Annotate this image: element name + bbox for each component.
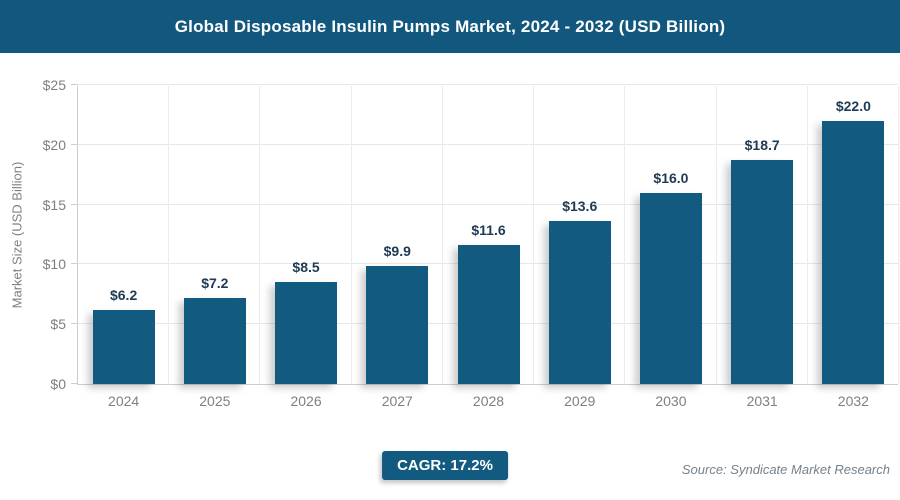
x-tick-label: 2028 [472,393,505,409]
bar [275,282,338,384]
bar-value-label: $11.6 [471,222,506,239]
x-tick-label: 2027 [381,393,413,409]
bar [183,297,246,384]
y-tick-label: $10 [42,256,66,273]
x-tick-label: 2032 [837,393,869,409]
h-gridline [78,203,898,205]
y-tick-mark [71,263,78,265]
x-tick-label: 2026 [290,393,322,409]
source-text: Source: Syndicate Market Research [681,462,890,477]
y-tick-label: $25 [42,77,66,93]
y-tick-label: $20 [42,136,66,153]
bar [366,265,429,384]
chart-title-bar: Global Disposable Insulin Pumps Market, … [0,0,900,53]
bar [822,120,885,384]
bar [92,309,155,384]
page-title: Global Disposable Insulin Pumps Market, … [174,16,726,36]
v-gridline [259,86,261,384]
y-tick-label: $5 [50,316,66,333]
h-gridline [78,143,898,145]
v-gridline [533,86,535,384]
v-gridline [624,86,626,384]
h-gridline [78,84,898,85]
y-axis-title: Market Size (USD Billion) [9,161,25,309]
v-gridline [350,86,352,384]
bar-value-label: $22.0 [835,97,871,114]
x-tick-label: 2029 [564,393,596,409]
v-gridline [715,86,717,384]
bar-value-label: $8.5 [292,259,320,276]
bar [731,160,794,384]
bar-value-label: $6.2 [109,286,138,303]
y-tick-mark [71,84,78,85]
v-gridline [898,86,899,384]
bar-value-label: $18.7 [744,137,780,154]
y-tick-mark [71,383,78,384]
y-tick-mark [71,143,78,145]
bar [548,221,611,384]
x-tick-label: 2031 [746,393,778,409]
bar-value-label: $7.2 [201,274,229,291]
y-tick-mark [71,323,78,325]
y-tick-mark [71,203,78,205]
x-tick-label: 2025 [199,393,231,409]
x-tick-label: 2030 [655,393,687,409]
v-gridline [168,86,170,384]
x-tick-label: 2024 [108,393,140,409]
bar-value-label: $13.6 [562,198,598,215]
cagr-badge: CAGR: 17.2% [382,451,508,480]
bar [457,245,520,384]
v-gridline [441,86,443,384]
y-tick-label: $0 [50,376,66,392]
bar-value-label: $9.9 [383,242,411,259]
bar-value-label: $16.0 [653,169,689,186]
v-gridline [806,86,808,384]
y-tick-label: $15 [42,196,66,213]
bar [639,192,702,384]
plot-area: $0 $5 $10 $15 $20 $25 $6.2 $7.2 $8.5 $9.9 $11.6 $1… [43,77,899,409]
